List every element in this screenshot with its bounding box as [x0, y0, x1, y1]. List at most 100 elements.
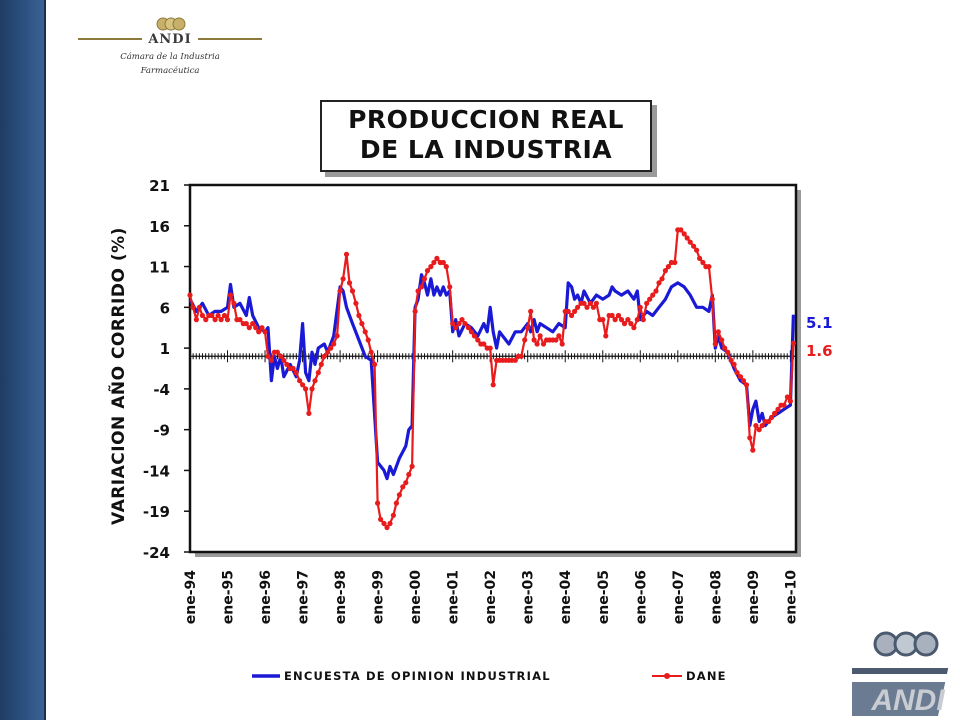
data-point-dane: [309, 386, 315, 392]
data-point-dane: [325, 349, 331, 355]
x-tick-label: ene-97: [296, 570, 312, 624]
data-point-dane: [753, 423, 759, 429]
corner-andi-logo: ANDI: [842, 622, 960, 720]
data-point-dane: [766, 418, 772, 425]
x-tick-label: ene-06: [633, 570, 649, 624]
data-point-dane: [262, 329, 268, 335]
data-point-dane: [443, 264, 449, 270]
data-point-dane: [740, 378, 747, 384]
data-point-dane: [290, 365, 296, 372]
data-point-dane: [465, 325, 471, 331]
data-point-dane: [237, 317, 243, 323]
data-point-dane: [337, 288, 343, 294]
data-point-dane: [227, 292, 234, 298]
data-point-dane: [621, 321, 628, 327]
data-point-dane: [368, 349, 374, 355]
logo-rule-right: [198, 38, 262, 40]
data-point-dane: [406, 471, 412, 478]
data-point-dane: [781, 402, 787, 408]
x-tick-label: ene-98: [333, 570, 349, 624]
data-point-dane: [318, 361, 324, 367]
x-tick-label: ene-08: [708, 570, 724, 624]
data-point-dane: [609, 312, 615, 319]
end-value-label-dane: 1.6: [806, 342, 833, 360]
data-point-dane: [253, 325, 259, 331]
data-point-dane: [281, 357, 287, 363]
data-point-dane: [731, 361, 737, 367]
data-point-dane: [259, 325, 265, 331]
data-point-dane: [328, 345, 334, 351]
data-point-dane: [644, 300, 650, 306]
data-point-dane: [315, 370, 321, 376]
data-point-dane: [221, 312, 228, 319]
data-point-dane: [431, 259, 437, 266]
data-point-dane: [678, 227, 684, 233]
x-tick-label: ene-07: [671, 570, 687, 624]
data-point-dane: [556, 333, 562, 339]
data-point-dane: [209, 312, 215, 319]
data-point-dane: [193, 317, 199, 323]
data-point-dane: [215, 312, 221, 319]
data-point-dane: [656, 280, 662, 286]
data-point-dane: [334, 333, 340, 339]
data-point-dane: [278, 353, 284, 359]
data-point-dane: [390, 512, 396, 518]
data-point-dane: [412, 308, 418, 314]
data-point-dane: [722, 345, 728, 351]
data-point-dane: [743, 382, 750, 388]
data-point-dane: [300, 382, 306, 388]
x-tick-label: ene-95: [221, 570, 237, 624]
data-point-dane: [284, 361, 290, 367]
data-point-dane: [790, 340, 797, 346]
data-point-dane: [553, 337, 559, 343]
data-point-dane: [440, 259, 446, 266]
data-point-dane: [706, 264, 712, 270]
data-point-dane: [246, 325, 252, 331]
x-tick-label: ene-01: [446, 570, 462, 624]
data-point-dane: [187, 292, 193, 298]
data-point-dane: [421, 276, 428, 282]
x-tick-label: ene-09: [746, 570, 762, 624]
x-tick-label: ene-03: [521, 570, 537, 624]
data-point-dane: [697, 255, 703, 261]
legend-label-dane: DANE: [686, 669, 727, 683]
data-point-dane: [462, 321, 468, 327]
data-point-dane: [231, 300, 237, 306]
data-point-dane: [403, 480, 409, 486]
data-point-dane: [522, 337, 528, 343]
data-point-dane: [218, 317, 224, 323]
data-point-dane: [734, 370, 740, 376]
data-point-dane: [719, 337, 725, 343]
data-point-dane: [525, 325, 531, 331]
data-point-dane: [715, 329, 721, 335]
data-point-dane: [540, 341, 547, 347]
data-point-dane: [712, 341, 718, 347]
data-point-dane: [203, 317, 209, 323]
data-point-dane: [787, 398, 794, 404]
data-point-dane: [584, 304, 590, 310]
data-point-dane: [265, 353, 271, 359]
data-point-dane: [531, 337, 537, 343]
andi-logo: ANDI Cámara de la Industria Farmacéutica: [78, 14, 262, 94]
data-point-dane: [453, 325, 459, 331]
legend-marker-dane: [664, 673, 670, 679]
data-point-dane: [447, 284, 453, 290]
data-point-dane: [428, 264, 434, 270]
data-point-dane: [274, 349, 280, 355]
data-point-dane: [750, 447, 756, 453]
data-point-dane: [375, 500, 381, 506]
data-point-dane: [212, 317, 218, 323]
data-point-dane: [784, 394, 791, 400]
data-point-dane: [603, 333, 609, 339]
data-point-dane: [256, 329, 262, 335]
data-point-dane: [190, 304, 196, 310]
data-point-dane: [196, 304, 202, 310]
data-point-dane: [481, 341, 487, 347]
data-point-dane: [490, 382, 496, 388]
logo-subtitle-line2: Farmacéutica: [140, 66, 200, 76]
data-point-dane: [293, 370, 299, 376]
legend-label-encuesta: ENCUESTA DE OPINION INDUSTRIAL: [284, 669, 551, 683]
data-point-dane: [268, 357, 274, 363]
data-point-dane: [769, 414, 775, 420]
